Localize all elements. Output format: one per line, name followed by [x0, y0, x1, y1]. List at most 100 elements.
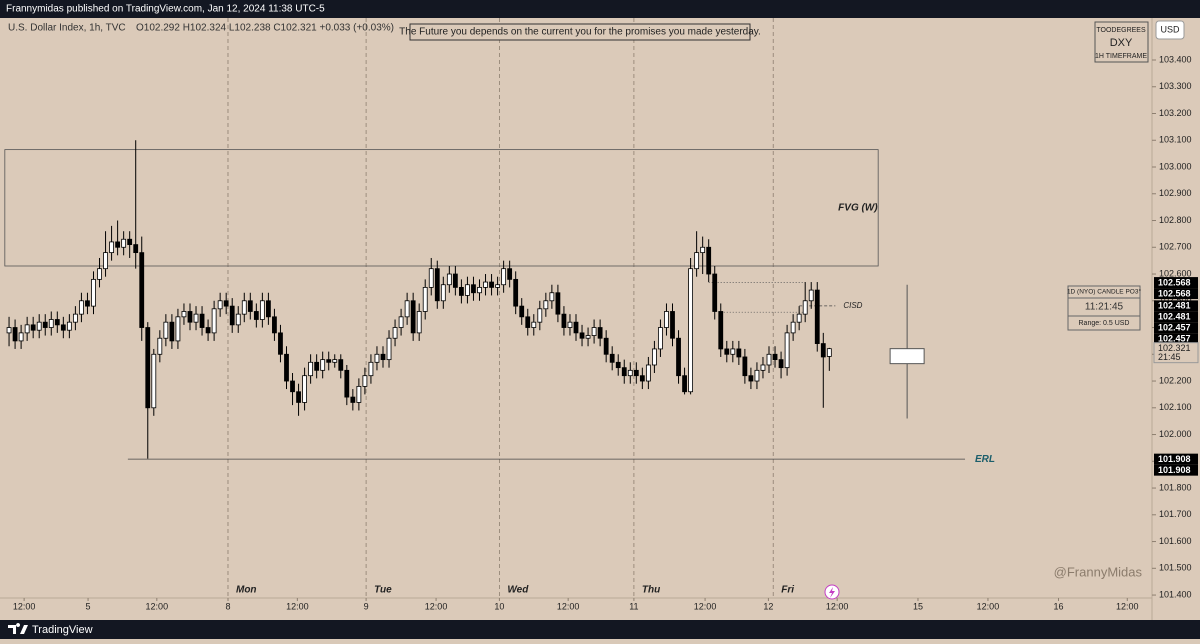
y-tick-label: 103.200 — [1159, 108, 1192, 118]
candle-body — [670, 311, 675, 339]
y-tick-label: 101.400 — [1159, 589, 1192, 599]
session-label: Fri — [781, 585, 794, 596]
candle-body — [404, 300, 410, 318]
candle-body — [211, 308, 217, 334]
cisd-label: CISD — [843, 301, 862, 310]
candle-body — [712, 273, 718, 312]
candle-body — [199, 313, 205, 328]
price-label: 102.481 — [1158, 312, 1191, 322]
candle-body — [621, 367, 627, 377]
quote-box — [409, 23, 751, 41]
candle-body — [308, 361, 314, 377]
candle-body — [760, 364, 766, 371]
x-tick-label: 8 — [225, 601, 230, 611]
candle-body — [573, 321, 579, 334]
candle-body — [452, 273, 458, 288]
footer-brand: TradingView — [32, 624, 93, 636]
currency[interactable]: USD — [1160, 24, 1180, 34]
candle-body — [314, 361, 320, 371]
y-tick-label: 102.900 — [1159, 188, 1192, 198]
candle-body — [284, 353, 289, 382]
candle-body — [567, 321, 573, 328]
price-label: 102.457 — [1158, 323, 1191, 333]
widget-range: Range: 0.5 USD — [1079, 320, 1130, 327]
candle-body — [374, 353, 380, 363]
x-tick-label: 12:00 — [146, 601, 169, 611]
candle-body — [700, 246, 706, 254]
candle-body — [748, 375, 754, 382]
candle-body — [121, 238, 127, 248]
candle-body — [766, 353, 772, 366]
candle-body — [465, 284, 470, 296]
y-tick-label: 101.800 — [1159, 482, 1192, 492]
footer-logo — [8, 623, 28, 634]
candle-body — [652, 348, 657, 366]
po3-body — [889, 348, 925, 365]
candle-body — [820, 343, 826, 358]
candle-body — [91, 278, 96, 307]
candle-body — [42, 321, 48, 328]
candle-body — [115, 241, 121, 248]
price-label: 102.481 — [1158, 301, 1191, 311]
x-tick-label: 16 — [1054, 601, 1064, 611]
candle-body — [265, 300, 271, 318]
candle-body — [736, 348, 742, 358]
candle-body — [60, 324, 66, 331]
candle-body — [633, 369, 639, 377]
candle-body — [742, 356, 748, 377]
candle-body — [790, 321, 796, 334]
price-label-box — [1154, 322, 1198, 334]
candle-body — [253, 311, 259, 320]
price-label-box — [1154, 464, 1198, 476]
candle-body — [85, 300, 90, 307]
candle-body — [241, 300, 247, 315]
x-tick-label: 12:00 — [557, 601, 580, 611]
candle-body — [778, 359, 784, 369]
candle-body — [603, 337, 609, 355]
candle-body — [344, 369, 350, 398]
x-tick-label: 12:00 — [13, 601, 36, 611]
candle-body — [350, 396, 356, 403]
currency-button[interactable] — [1155, 20, 1185, 40]
candle-body — [658, 327, 663, 350]
candle-body — [66, 321, 72, 331]
candle-body — [302, 375, 307, 403]
candle-body — [688, 268, 693, 393]
x-tick-label: 9 — [364, 601, 369, 611]
session-label: Thu — [642, 585, 660, 596]
candle-body — [416, 311, 422, 334]
candle-body — [79, 300, 84, 315]
session-label: Mon — [236, 585, 257, 596]
candle-body — [645, 364, 651, 382]
candle-body — [139, 252, 145, 328]
candle-body — [247, 300, 253, 312]
candle-body — [97, 268, 102, 280]
fvg-zone — [4, 149, 879, 267]
candle-body — [30, 324, 36, 331]
candle-body — [386, 337, 392, 361]
candle-body — [72, 313, 78, 323]
candle-body — [579, 332, 585, 339]
price-label-box — [1154, 300, 1198, 312]
price-label: 102.568 — [1158, 288, 1191, 298]
x-tick-label: 12 — [763, 601, 773, 611]
candle-body — [796, 313, 802, 323]
candle-body — [639, 375, 645, 382]
y-tick-label: 102.800 — [1159, 215, 1192, 225]
y-tick-label: 102.100 — [1159, 402, 1192, 412]
candle-body — [718, 311, 724, 350]
price-label: 101.908 — [1158, 465, 1191, 475]
y-tick-label: 101.600 — [1159, 536, 1192, 546]
publish-bar — [0, 0, 1200, 18]
x-tick-label: 12:00 — [826, 601, 849, 611]
badge-line: 1H TIMEFRAME — [1095, 53, 1147, 60]
candle-body — [446, 273, 452, 286]
y-tick-label: 102.000 — [1159, 429, 1192, 439]
candle-body — [163, 321, 169, 339]
session-label: Wed — [507, 585, 529, 596]
publish-info: Frannymidas published on TradingView.com… — [6, 4, 325, 15]
candle-body — [694, 252, 700, 270]
news-icon-bolt — [829, 587, 835, 598]
candle-body — [205, 327, 211, 334]
